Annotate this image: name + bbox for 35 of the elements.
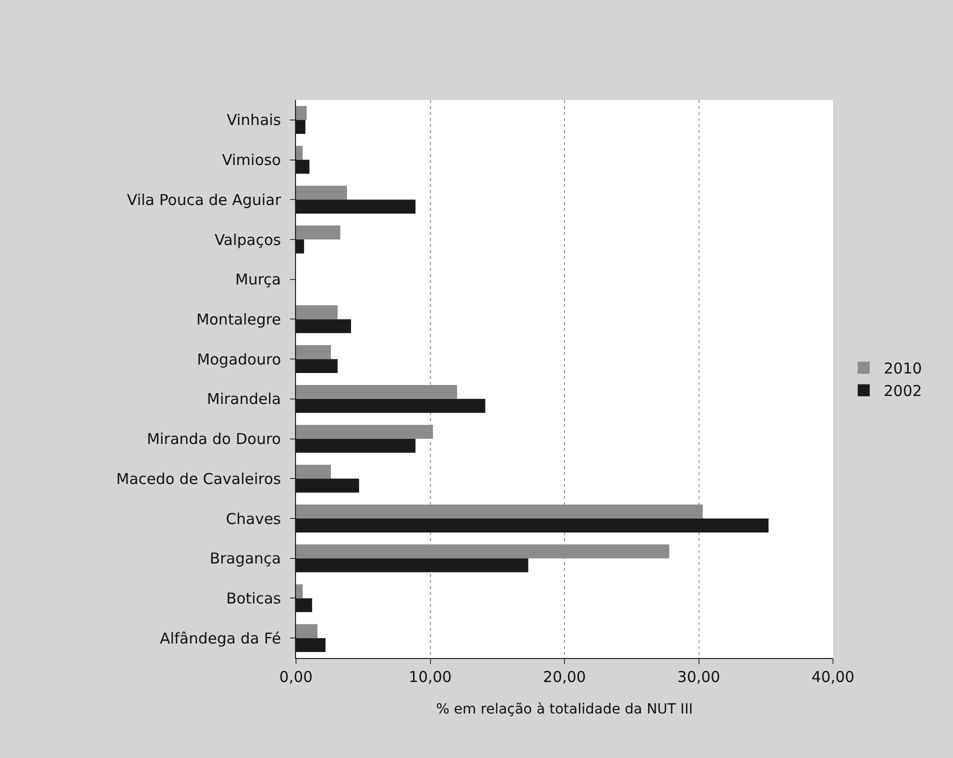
y-tick-label: Murça <box>235 270 281 289</box>
bar <box>296 464 331 479</box>
bar <box>296 424 433 439</box>
bar <box>296 584 303 598</box>
y-tick-label: Macedo de Cavaleiros <box>116 470 282 488</box>
legend-label: 2010 <box>884 360 922 378</box>
bar <box>296 544 670 558</box>
x-tick-label: 20,00 <box>543 668 586 686</box>
y-tick-label: Vimioso <box>222 151 281 170</box>
y-tick-label: Vila Pouca de Aguiar <box>127 190 282 209</box>
bar <box>296 504 703 518</box>
y-tick-label: Vinhais <box>226 111 282 130</box>
x-tick-label: 0,00 <box>279 668 313 686</box>
bar <box>296 226 340 240</box>
bar <box>296 146 303 160</box>
y-tick-label: Montalegre <box>196 310 281 328</box>
y-tick-label: Alfândega da Fé <box>160 629 281 648</box>
y-tick-label: Chaves <box>226 510 282 528</box>
bar <box>296 186 348 200</box>
x-axis-title: % em relação à totalidade da NUT III <box>436 701 693 718</box>
legend-label: 2002 <box>884 382 922 400</box>
y-tick-label: Bragança <box>210 550 281 568</box>
x-tick-label: 40,00 <box>812 668 854 686</box>
y-tick-label: Miranda do Douro <box>146 430 281 448</box>
y-tick-label: Valpaços <box>214 230 282 249</box>
y-tick-label: Mirandela <box>206 390 281 408</box>
y-tick-label: Mogadouro <box>196 350 281 368</box>
bar <box>296 345 331 360</box>
bar <box>296 106 307 120</box>
bar <box>296 384 458 399</box>
x-tick-label: 10,00 <box>408 668 452 686</box>
y-tick-label: Boticas <box>226 589 282 608</box>
bar <box>296 624 318 638</box>
x-tick-label: 30,00 <box>677 668 720 686</box>
bar <box>296 305 338 320</box>
